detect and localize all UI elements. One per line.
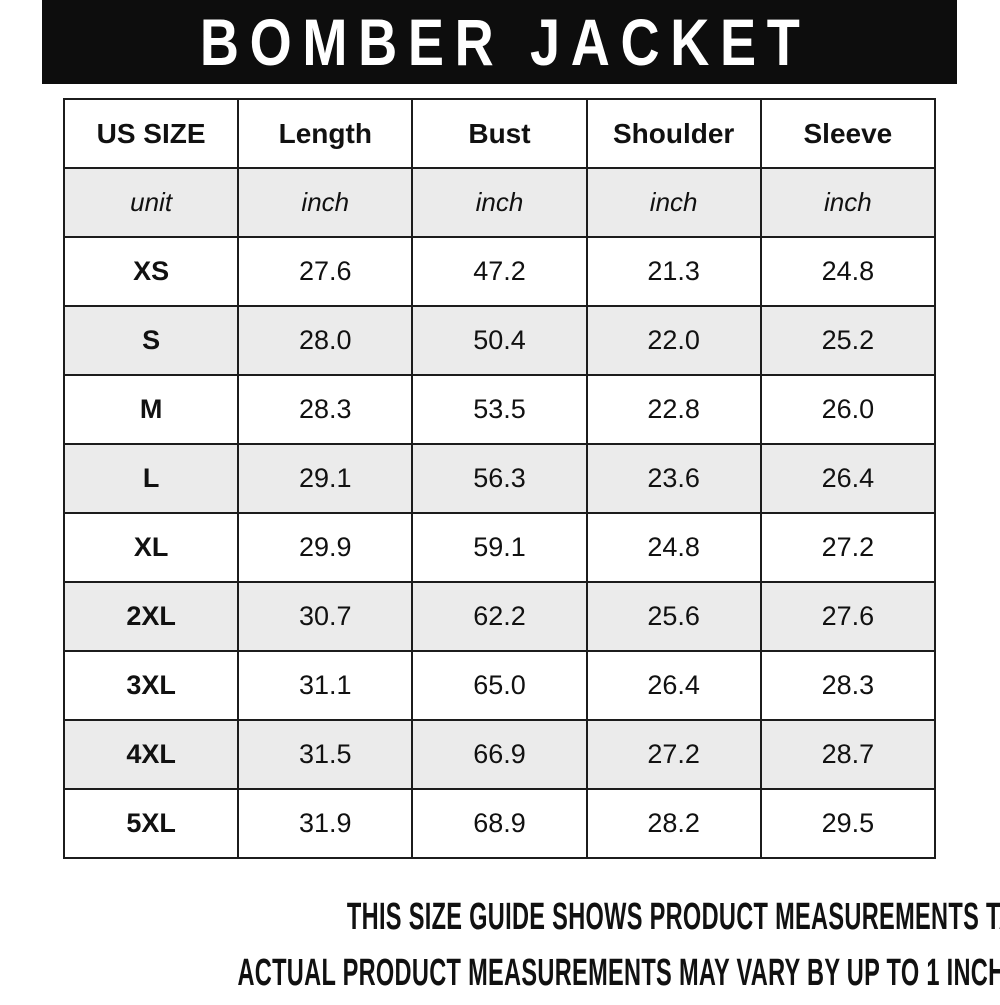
value-cell: 26.4 <box>585 650 762 721</box>
value-cell: 26.0 <box>759 374 937 445</box>
value-cell: 22.0 <box>585 305 762 376</box>
table-row: 4XL 31.5 66.9 27.2 28.7 <box>62 719 937 790</box>
unit-row: unit inch inch inch inch <box>62 167 937 238</box>
value-cell: 30.7 <box>237 581 414 652</box>
value-cell: 27.6 <box>237 236 414 307</box>
unit-cell: inch <box>411 167 588 238</box>
size-cell: XL <box>62 512 240 583</box>
disclaimer-line-1: THIS SIZE GUIDE SHOWS PRODUCT MEASUREMEN… <box>346 896 1000 938</box>
table-row: 5XL 31.9 68.9 28.2 29.5 <box>62 788 937 859</box>
size-cell: L <box>62 443 240 514</box>
value-cell: 23.6 <box>585 443 762 514</box>
value-cell: 29.1 <box>237 443 414 514</box>
value-cell: 62.2 <box>411 581 588 652</box>
page-title: BOMBER JACKET <box>199 5 811 79</box>
value-cell: 59.1 <box>411 512 588 583</box>
unit-label-cell: unit <box>62 167 240 238</box>
value-cell: 27.6 <box>759 581 937 652</box>
value-cell: 65.0 <box>411 650 588 721</box>
value-cell: 50.4 <box>411 305 588 376</box>
value-cell: 22.8 <box>585 374 762 445</box>
column-header-shoulder: Shoulder <box>585 98 762 169</box>
column-header-bust: Bust <box>411 98 588 169</box>
value-cell: 28.0 <box>237 305 414 376</box>
value-cell: 29.5 <box>759 788 937 859</box>
value-cell: 68.9 <box>411 788 588 859</box>
size-cell: 5XL <box>62 788 240 859</box>
value-cell: 28.3 <box>237 374 414 445</box>
value-cell: 28.7 <box>759 719 937 790</box>
value-cell: 24.8 <box>759 236 937 307</box>
disclaimer: THIS SIZE GUIDE SHOWS PRODUCT MEASUREMEN… <box>0 893 1000 1005</box>
column-header-sleeve: Sleeve <box>759 98 937 169</box>
unit-cell: inch <box>759 167 937 238</box>
size-chart-table: US SIZE Length Bust Shoulder Sleeve unit… <box>62 98 937 859</box>
table-row: M 28.3 53.5 22.8 26.0 <box>62 374 937 445</box>
header-row: US SIZE Length Bust Shoulder Sleeve <box>62 98 937 169</box>
column-header-us-size: US SIZE <box>62 98 240 169</box>
unit-cell: inch <box>237 167 414 238</box>
size-cell: 2XL <box>62 581 240 652</box>
size-cell: S <box>62 305 240 376</box>
value-cell: 21.3 <box>585 236 762 307</box>
value-cell: 27.2 <box>585 719 762 790</box>
value-cell: 24.8 <box>585 512 762 583</box>
table-row: L 29.1 56.3 23.6 26.4 <box>62 443 937 514</box>
value-cell: 31.5 <box>237 719 414 790</box>
value-cell: 47.2 <box>411 236 588 307</box>
value-cell: 26.4 <box>759 443 937 514</box>
size-cell: M <box>62 374 240 445</box>
size-cell: 4XL <box>62 719 240 790</box>
unit-cell: inch <box>585 167 762 238</box>
value-cell: 25.6 <box>585 581 762 652</box>
value-cell: 29.9 <box>237 512 414 583</box>
value-cell: 31.9 <box>237 788 414 859</box>
size-cell: XS <box>62 236 240 307</box>
value-cell: 27.2 <box>759 512 937 583</box>
value-cell: 25.2 <box>759 305 937 376</box>
table-row: XL 29.9 59.1 24.8 27.2 <box>62 512 937 583</box>
value-cell: 53.5 <box>411 374 588 445</box>
disclaimer-line-2: ACTUAL PRODUCT MEASUREMENTS MAY VARY BY … <box>237 952 1000 994</box>
table-body: unit inch inch inch inch XS 27.6 47.2 21.3 2… <box>62 167 937 859</box>
size-cell: 3XL <box>62 650 240 721</box>
value-cell: 56.3 <box>411 443 588 514</box>
value-cell: 66.9 <box>411 719 588 790</box>
title-bar: BOMBER JACKET <box>42 0 957 84</box>
table-header: US SIZE Length Bust Shoulder Sleeve <box>62 98 937 169</box>
table-row: S 28.0 50.4 22.0 25.2 <box>62 305 937 376</box>
value-cell: 28.2 <box>585 788 762 859</box>
value-cell: 31.1 <box>237 650 414 721</box>
column-header-length: Length <box>237 98 414 169</box>
table-row: XS 27.6 47.2 21.3 24.8 <box>62 236 937 307</box>
table-row: 3XL 31.1 65.0 26.4 28.3 <box>62 650 937 721</box>
value-cell: 28.3 <box>759 650 937 721</box>
table-row: 2XL 30.7 62.2 25.6 27.6 <box>62 581 937 652</box>
